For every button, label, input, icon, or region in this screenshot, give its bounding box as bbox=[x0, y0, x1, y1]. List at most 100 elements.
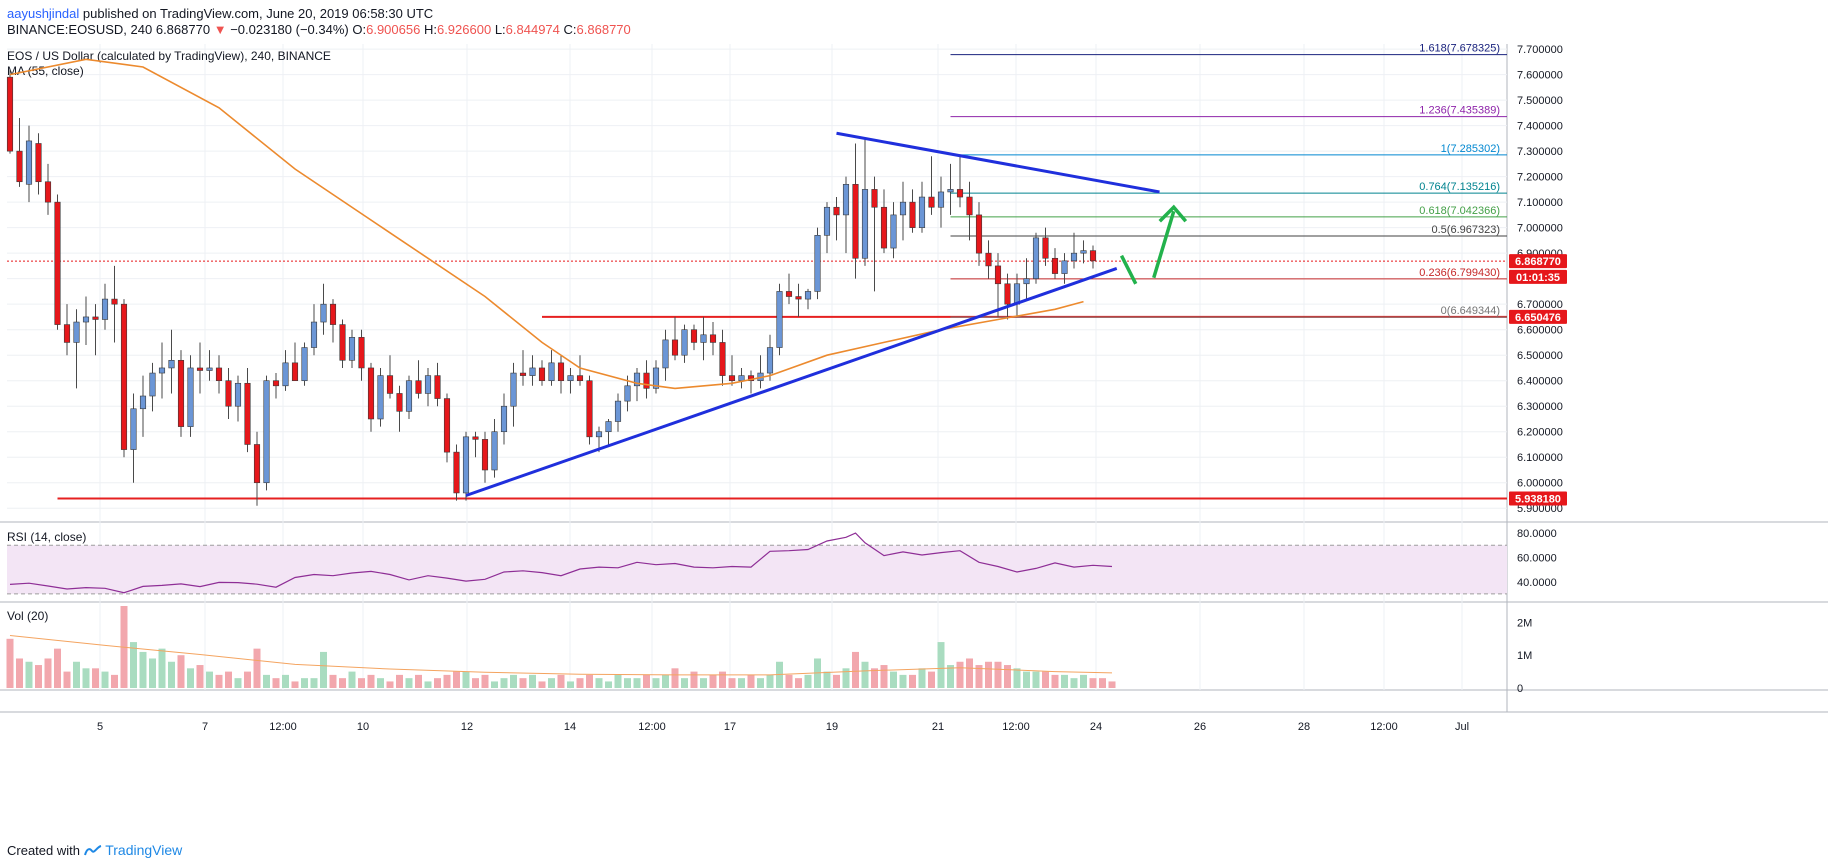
time-axis[interactable]: 5 7 12:00 10 12 14 12:00 17 19 21 12:00 24 26 28 12:00… bbox=[97, 721, 1469, 733]
candle[interactable] bbox=[804, 288, 812, 310]
candle[interactable] bbox=[443, 393, 451, 463]
candle[interactable] bbox=[73, 309, 80, 389]
candle[interactable] bbox=[966, 181, 973, 241]
candle[interactable] bbox=[605, 418, 612, 445]
candle[interactable] bbox=[738, 367, 745, 389]
candle[interactable] bbox=[101, 283, 109, 330]
candle[interactable] bbox=[35, 133, 42, 195]
candle[interactable] bbox=[795, 283, 802, 317]
candle[interactable] bbox=[424, 367, 432, 407]
candle[interactable] bbox=[652, 360, 660, 394]
candle[interactable] bbox=[776, 283, 783, 356]
candle[interactable] bbox=[481, 431, 489, 483]
candle[interactable] bbox=[377, 367, 384, 427]
candle[interactable] bbox=[120, 299, 128, 458]
candle[interactable] bbox=[548, 350, 555, 386]
author-link[interactable]: aayushjindal bbox=[7, 6, 80, 21]
candle[interactable] bbox=[975, 202, 983, 266]
candle[interactable] bbox=[405, 375, 413, 419]
candle[interactable] bbox=[263, 375, 270, 491]
candle[interactable] bbox=[671, 316, 679, 361]
candle[interactable] bbox=[1089, 245, 1097, 269]
candle[interactable] bbox=[130, 393, 137, 483]
candle[interactable] bbox=[823, 202, 831, 254]
candle[interactable] bbox=[1032, 232, 1040, 284]
tradingview-brand-link[interactable]: TradingView bbox=[105, 842, 183, 858]
candle[interactable] bbox=[1042, 227, 1049, 266]
candle[interactable] bbox=[234, 375, 242, 422]
candle[interactable] bbox=[567, 367, 574, 394]
candle[interactable] bbox=[1051, 248, 1059, 279]
chart-canvas[interactable]: EOS / US Dollar (calculated by TradingVi… bbox=[0, 44, 1828, 836]
candle[interactable] bbox=[1070, 232, 1078, 269]
candle[interactable] bbox=[244, 367, 251, 453]
candle[interactable] bbox=[852, 143, 859, 279]
candle[interactable] bbox=[320, 283, 327, 335]
candle[interactable] bbox=[529, 355, 536, 386]
candle[interactable] bbox=[1013, 273, 1021, 317]
candle[interactable] bbox=[253, 431, 261, 506]
rsi-pane[interactable]: RSI (14, close) bbox=[7, 530, 1507, 595]
candle[interactable] bbox=[225, 367, 232, 419]
candle[interactable] bbox=[700, 316, 707, 361]
candle[interactable] bbox=[215, 355, 223, 394]
candle[interactable] bbox=[301, 342, 308, 386]
price-axis[interactable]: 5.900000 6.000000 6.100000 6.200000 6.300000… bbox=[1509, 44, 1567, 695]
rising-support-trendline[interactable] bbox=[465, 267, 1118, 497]
volume-pane[interactable]: Vol (20) bbox=[6, 606, 1116, 688]
candle[interactable] bbox=[6, 69, 14, 154]
candle[interactable] bbox=[500, 393, 508, 445]
candle[interactable] bbox=[272, 373, 280, 399]
candle[interactable] bbox=[956, 156, 964, 208]
candle[interactable] bbox=[291, 342, 299, 382]
candle[interactable] bbox=[833, 197, 840, 241]
candle[interactable] bbox=[861, 138, 869, 266]
falling-resistance-trendline[interactable] bbox=[836, 131, 1160, 194]
candle[interactable] bbox=[491, 418, 498, 478]
price-pane[interactable]: EOS / US Dollar (calculated by TradingVi… bbox=[6, 44, 1507, 506]
candle[interactable] bbox=[310, 304, 318, 356]
candle[interactable] bbox=[690, 324, 698, 351]
candle[interactable] bbox=[614, 393, 622, 432]
candle[interactable] bbox=[187, 355, 194, 437]
candle[interactable] bbox=[510, 362, 517, 427]
candle[interactable] bbox=[785, 273, 793, 305]
candle[interactable] bbox=[643, 360, 650, 399]
candle[interactable] bbox=[196, 342, 204, 394]
candle[interactable] bbox=[386, 355, 394, 399]
candle[interactable] bbox=[1004, 273, 1011, 320]
candle[interactable] bbox=[367, 362, 375, 432]
candle[interactable] bbox=[111, 265, 118, 343]
candle[interactable] bbox=[348, 329, 356, 368]
candle[interactable] bbox=[728, 355, 736, 386]
candle[interactable] bbox=[633, 367, 641, 402]
candle[interactable] bbox=[842, 176, 850, 254]
candle[interactable] bbox=[82, 296, 90, 345]
candle[interactable] bbox=[396, 385, 403, 432]
candle[interactable] bbox=[44, 163, 52, 215]
candle[interactable] bbox=[719, 329, 726, 386]
candle[interactable] bbox=[472, 431, 479, 458]
candle[interactable] bbox=[462, 431, 470, 501]
candle[interactable] bbox=[871, 176, 878, 292]
candle[interactable] bbox=[139, 375, 147, 437]
candle[interactable] bbox=[92, 304, 99, 356]
candle[interactable] bbox=[766, 334, 774, 381]
candle[interactable] bbox=[757, 355, 764, 389]
candle[interactable] bbox=[168, 329, 175, 394]
candle[interactable] bbox=[918, 181, 926, 233]
candle[interactable] bbox=[1061, 253, 1068, 284]
candle[interactable] bbox=[206, 350, 213, 381]
candle[interactable] bbox=[928, 156, 935, 215]
candle[interactable] bbox=[538, 360, 546, 386]
candle[interactable] bbox=[662, 329, 669, 381]
candle[interactable] bbox=[709, 322, 717, 356]
candle[interactable] bbox=[149, 362, 156, 412]
candle[interactable] bbox=[519, 350, 527, 386]
candle[interactable] bbox=[16, 117, 23, 187]
candle[interactable] bbox=[1023, 258, 1030, 300]
candle[interactable] bbox=[1080, 240, 1087, 264]
candle[interactable] bbox=[339, 319, 346, 368]
candle[interactable] bbox=[985, 240, 992, 279]
candle[interactable] bbox=[25, 125, 33, 203]
